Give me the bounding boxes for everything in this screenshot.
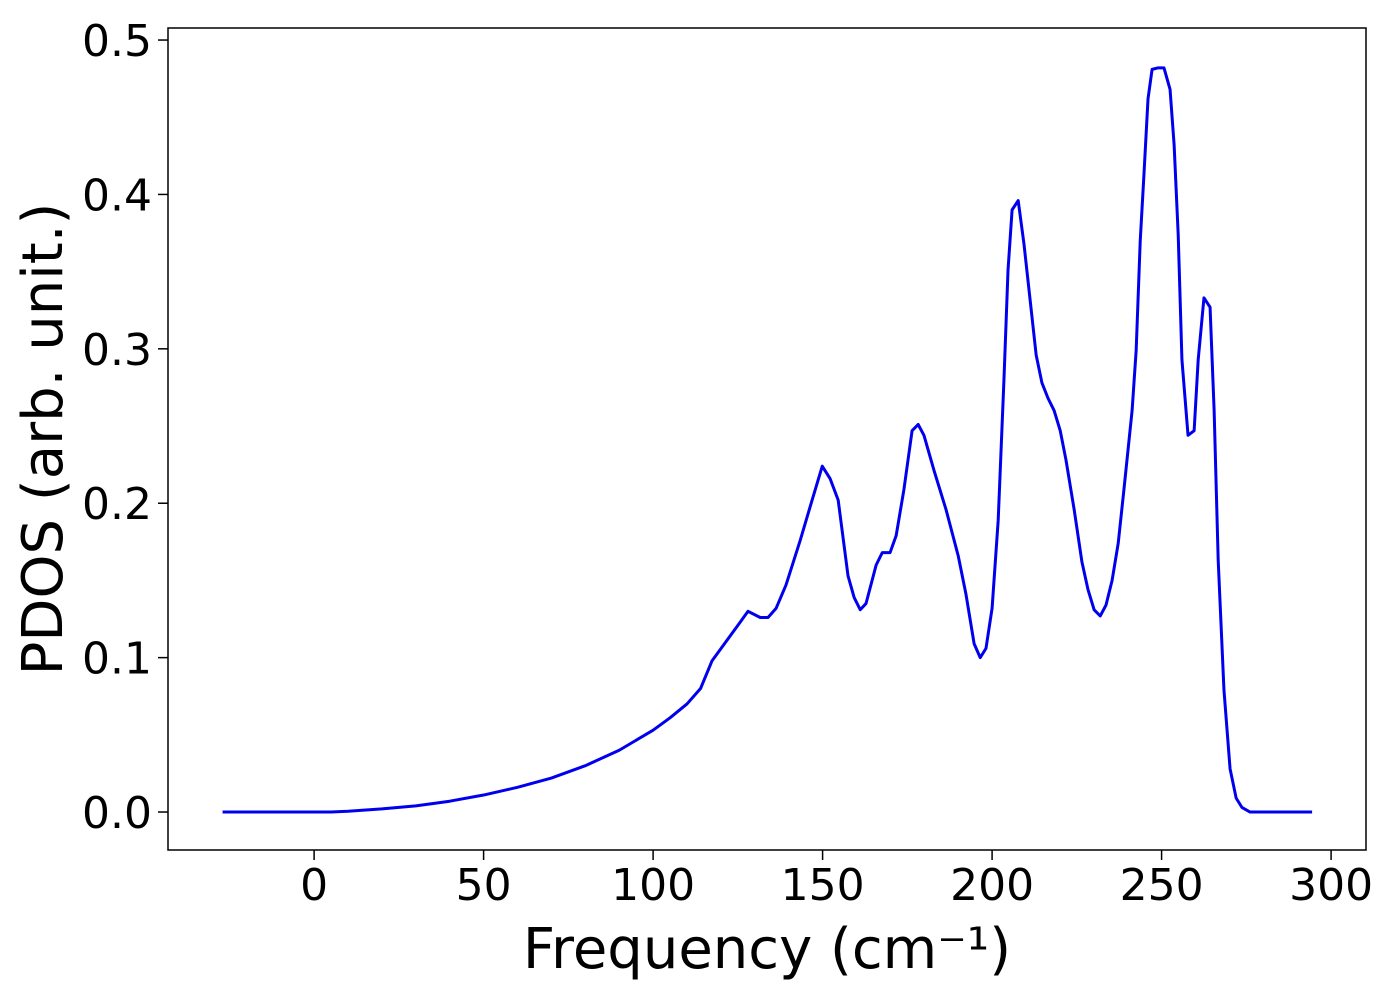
y-tick-label: 0.4 xyxy=(82,170,152,221)
x-tick-label: 100 xyxy=(611,860,695,911)
plot-frame xyxy=(167,27,1367,851)
x-tick-label: 200 xyxy=(950,860,1034,911)
y-tick-label: 0.1 xyxy=(82,634,152,685)
y-tick-label: 0.3 xyxy=(82,325,152,376)
x-tick-label: 250 xyxy=(1120,860,1204,911)
y-tick-label: 0.0 xyxy=(82,788,152,839)
data-line xyxy=(222,66,1313,814)
x-tick-label: 300 xyxy=(1289,860,1373,911)
x-tick-label: 0 xyxy=(300,860,328,911)
x-tick-label: 50 xyxy=(456,860,512,911)
y-axis-label: PDOS (arb. unit.) xyxy=(11,203,76,676)
x-axis-label: Frequency (cm⁻¹) xyxy=(523,917,1011,982)
y-tick-label: 0.2 xyxy=(82,479,152,530)
x-tick-label: 150 xyxy=(781,860,865,911)
y-tick-label: 0.5 xyxy=(82,16,152,67)
